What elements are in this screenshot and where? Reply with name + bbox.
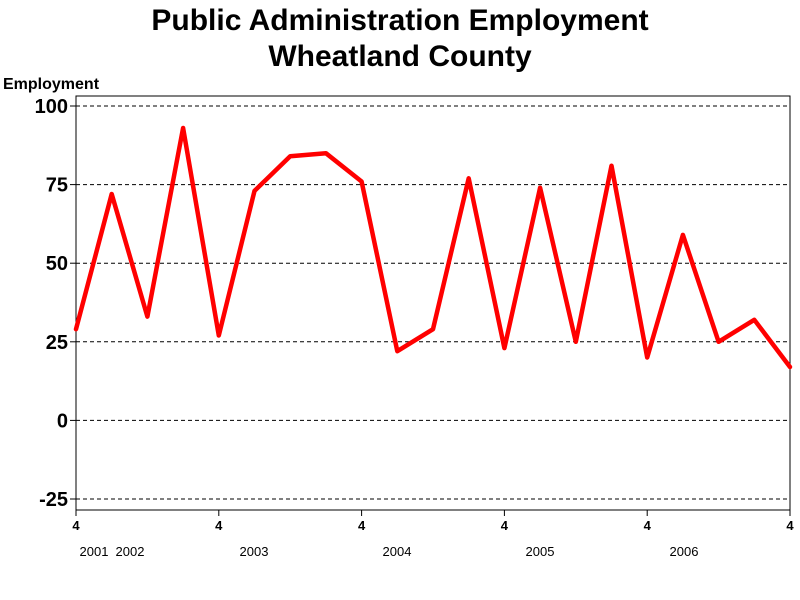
y-tick-label: 75: [46, 175, 68, 197]
x-year-label: 2006: [670, 544, 699, 559]
x-tick-label: 4: [786, 518, 794, 533]
plot-frame: [75, 95, 791, 511]
x-year-label: 2005: [526, 544, 555, 559]
x-year-label: 2004: [383, 544, 412, 559]
y-tick-label: 100: [35, 96, 68, 118]
x-tick-label: 4: [358, 518, 366, 533]
chart-title: Public Administration Employment: [151, 4, 649, 37]
y-tick-label: 25: [46, 332, 68, 354]
y-tick-label: -25: [39, 489, 68, 511]
x-year-label: 2003: [240, 544, 269, 559]
y-tick-label: 50: [46, 253, 68, 275]
x-year-label: 2001: [80, 544, 109, 559]
x-tick-label: 4: [644, 518, 652, 533]
chart-subtitle: Wheatland County: [268, 40, 532, 73]
series-line: [73, 125, 793, 370]
y-tick-label: 0: [57, 410, 68, 432]
y-axis-label: Employment: [3, 76, 100, 93]
x-year-label: 2002: [116, 544, 145, 559]
x-tick-label: 4: [72, 518, 80, 533]
x-tick-label: 4: [215, 518, 223, 533]
x-tick-label: 4: [501, 518, 509, 533]
